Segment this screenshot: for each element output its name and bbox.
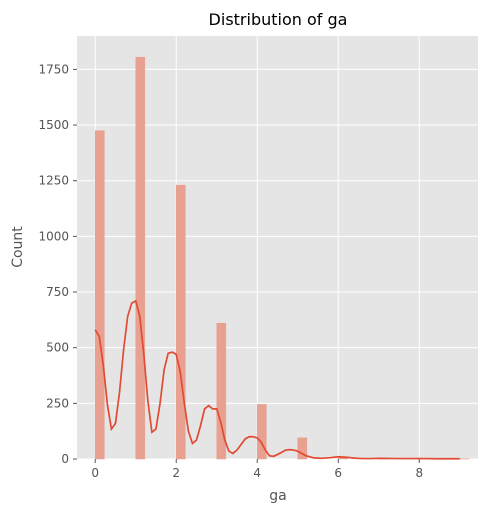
y-tick-label: 1500 <box>38 118 69 132</box>
y-axis-label: Count <box>10 226 26 268</box>
x-tick-label: 2 <box>172 466 180 480</box>
x-tick-label: 8 <box>415 466 423 480</box>
kde-curve <box>94 299 460 460</box>
y-tick-label: 1750 <box>38 62 69 76</box>
y-tick-label: 1250 <box>38 174 69 188</box>
histogram-bars <box>94 56 470 460</box>
histogram-bar-4 <box>256 404 267 460</box>
histogram-bar-1 <box>135 56 146 460</box>
x-tick-label: 0 <box>91 466 99 480</box>
chart-title: Distribution of ga <box>209 10 348 29</box>
y-tick-label: 750 <box>46 285 69 299</box>
y-tick-label: 250 <box>46 396 69 410</box>
x-tick-label: 6 <box>334 466 342 480</box>
y-tick-label: 0 <box>61 452 69 466</box>
histogram-bar-2 <box>175 184 186 460</box>
y-tick-label: 500 <box>46 341 69 355</box>
x-tick-label: 4 <box>253 466 261 480</box>
y-tick-label: 1000 <box>38 229 69 243</box>
histogram-bar-0 <box>94 130 105 460</box>
x-axis-ticks: 0 2 4 6 8 <box>91 459 423 480</box>
histogram-bar-5 <box>297 437 308 460</box>
histogram-bar-3 <box>216 322 227 460</box>
y-axis-ticks: 0 250 500 750 1000 1250 1500 1750 <box>38 62 77 466</box>
x-axis-label: ga <box>269 488 286 504</box>
